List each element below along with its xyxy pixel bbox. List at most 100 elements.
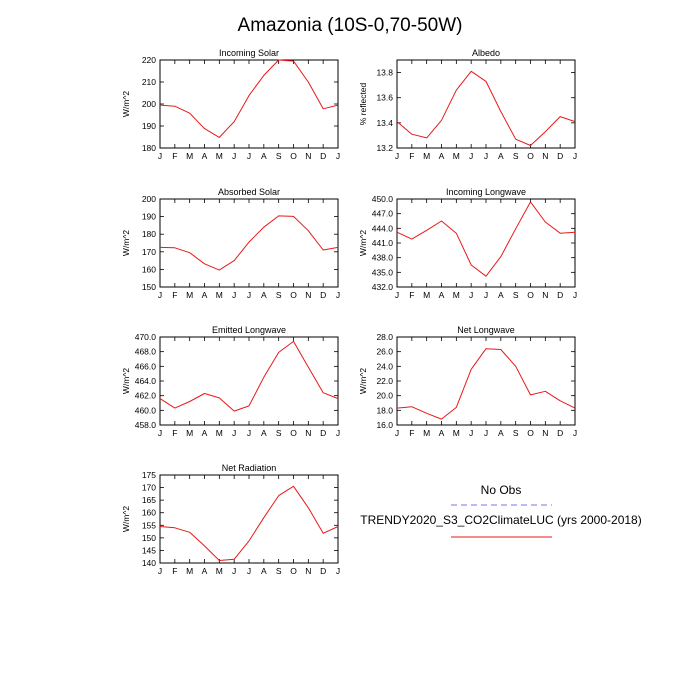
panel-title: Incoming Solar (219, 48, 279, 58)
x-tick-label: F (172, 428, 177, 438)
x-tick-label: S (276, 428, 282, 438)
x-tick-label: M (423, 151, 430, 161)
y-axis-label: W/m^2 (358, 230, 368, 256)
x-tick-label: M (186, 566, 193, 576)
x-tick-label: A (498, 428, 504, 438)
x-tick-label: A (202, 428, 208, 438)
panel-title: Albedo (472, 48, 500, 58)
series-line-net-radiation (159, 485, 339, 561)
plot-frame (159, 198, 339, 288)
y-tick-label: 26.0 (376, 347, 393, 357)
y-axis-label: % reflected (358, 82, 368, 125)
x-tick-label: O (527, 428, 534, 438)
y-tick-label: 24.0 (376, 361, 393, 371)
y-axis-label: W/m^2 (358, 368, 368, 394)
x-tick-label: O (290, 428, 297, 438)
series-line-albedo (396, 70, 576, 146)
x-tick-label: J (232, 566, 236, 576)
series-line-emitted-longwave (159, 340, 339, 412)
x-tick-label: J (158, 151, 162, 161)
x-tick-label: A (202, 566, 208, 576)
y-tick-label: 458.0 (135, 420, 157, 430)
y-tick-label: 200 (142, 99, 156, 109)
x-tick-label: M (186, 290, 193, 300)
x-tick-label: M (216, 566, 223, 576)
plot-frame (396, 59, 576, 149)
x-tick-label: J (573, 428, 577, 438)
x-tick-label: J (573, 151, 577, 161)
x-tick-label: S (276, 151, 282, 161)
y-tick-label: 468.0 (135, 347, 157, 357)
x-tick-label: J (158, 566, 162, 576)
x-tick-label: A (439, 290, 445, 300)
x-tick-label: M (216, 151, 223, 161)
x-tick-label: A (202, 151, 208, 161)
x-tick-label: M (453, 290, 460, 300)
x-tick-label: N (305, 428, 311, 438)
x-tick-label: J (484, 151, 488, 161)
x-tick-label: J (247, 151, 251, 161)
y-tick-label: 170 (142, 247, 156, 257)
x-tick-label: J (232, 151, 236, 161)
series-line-incoming-longwave (396, 201, 576, 277)
x-tick-label: J (232, 290, 236, 300)
y-tick-label: 435.0 (372, 267, 394, 277)
x-tick-label: A (439, 151, 445, 161)
panel-title: Emitted Longwave (212, 325, 286, 335)
y-tick-label: 447.0 (372, 209, 394, 219)
y-tick-label: 150 (142, 533, 156, 543)
series-line-absorbed-solar (159, 215, 339, 271)
y-tick-label: 16.0 (376, 420, 393, 430)
x-tick-label: J (247, 566, 251, 576)
x-tick-label: F (172, 566, 177, 576)
y-tick-label: 441.0 (372, 238, 394, 248)
x-tick-label: N (542, 151, 548, 161)
x-tick-label: J (232, 428, 236, 438)
x-tick-label: S (513, 151, 519, 161)
x-tick-label: J (158, 290, 162, 300)
x-tick-label: M (186, 151, 193, 161)
x-tick-label: A (261, 151, 267, 161)
x-tick-label: J (484, 428, 488, 438)
legend: No Obs TRENDY2020_S3_CO2ClimateLUC (yrs … (360, 483, 642, 538)
x-tick-label: O (527, 151, 534, 161)
x-tick-label: J (469, 290, 473, 300)
legend-obs-label: No Obs (481, 483, 522, 497)
y-tick-label: 190 (142, 121, 156, 131)
x-tick-label: O (290, 290, 297, 300)
x-tick-label: J (158, 428, 162, 438)
y-tick-label: 190 (142, 212, 156, 222)
x-tick-label: J (336, 428, 340, 438)
x-tick-label: J (469, 151, 473, 161)
y-tick-label: 18.0 (376, 405, 393, 415)
x-tick-label: J (573, 290, 577, 300)
panel-title: Net Longwave (457, 325, 515, 335)
x-tick-label: M (423, 290, 430, 300)
y-tick-label: 220 (142, 55, 156, 65)
x-tick-label: M (186, 428, 193, 438)
y-tick-label: 13.8 (376, 68, 393, 78)
x-tick-label: F (172, 290, 177, 300)
x-tick-label: D (557, 290, 563, 300)
x-tick-label: J (395, 428, 399, 438)
series-line-net-longwave (396, 348, 576, 420)
x-tick-label: D (320, 428, 326, 438)
series-line-incoming-solar (159, 59, 339, 138)
y-axis-label: W/m^2 (121, 368, 131, 394)
y-tick-label: 462.0 (135, 391, 157, 401)
x-tick-label: J (247, 290, 251, 300)
y-tick-label: 200 (142, 194, 156, 204)
y-tick-label: 470.0 (135, 332, 157, 342)
y-tick-label: 460.0 (135, 405, 157, 415)
y-tick-label: 13.6 (376, 93, 393, 103)
x-tick-label: S (513, 290, 519, 300)
y-tick-label: 175 (142, 470, 156, 480)
y-tick-label: 180 (142, 229, 156, 239)
panel-title: Net Radiation (222, 463, 277, 473)
